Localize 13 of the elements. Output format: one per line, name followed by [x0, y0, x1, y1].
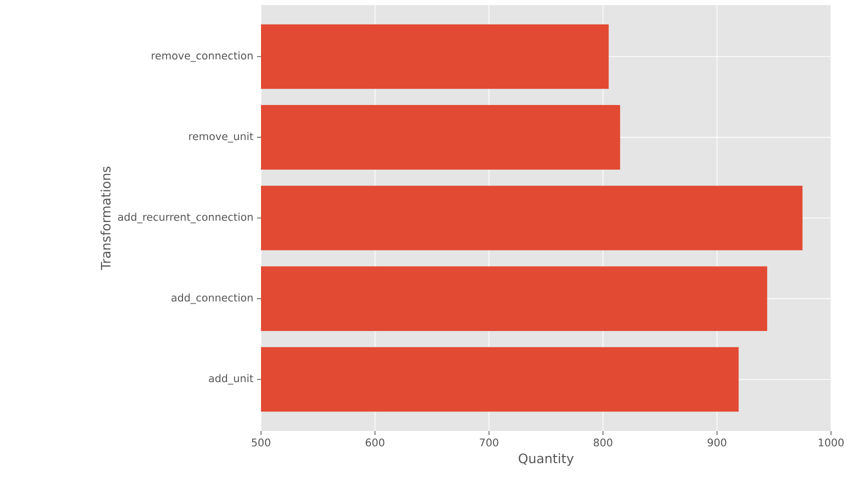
x-tick-label: 1000	[818, 438, 844, 446]
y-tick-label: add_recurrent_connection	[118, 212, 253, 224]
y-tick-label: remove_unit	[189, 132, 254, 143]
x-tick-label: 600	[366, 438, 384, 446]
x-tick-label: 500	[252, 438, 270, 446]
y-tick-label: add_connection	[172, 293, 253, 304]
y-tick-label: remove_connection	[152, 51, 253, 62]
x-tick-label: 900	[708, 438, 726, 446]
x-tick-label: 800	[594, 438, 612, 446]
y-axis-title: Transformations	[100, 166, 111, 270]
y-tick-label: add_unit	[208, 374, 254, 385]
x-tick-label: 700	[480, 438, 498, 446]
x-axis-title: Quantity	[518, 453, 574, 466]
